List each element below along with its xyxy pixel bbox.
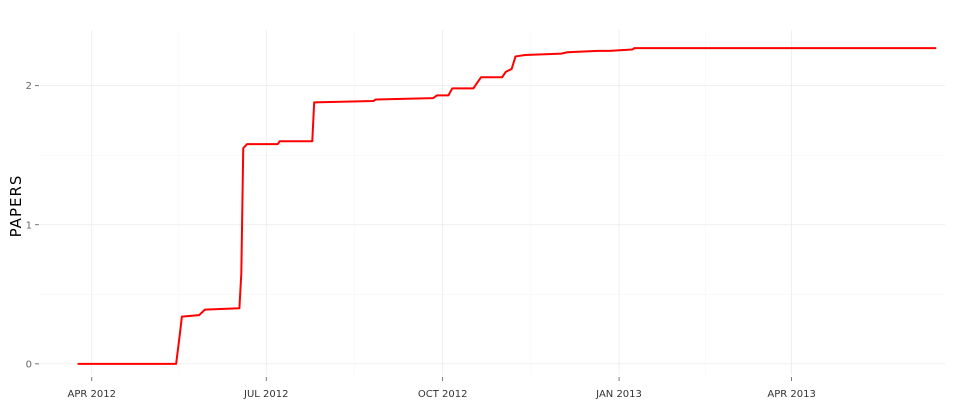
x-tick-label: APR 2012 (68, 389, 116, 400)
grid (40, 30, 945, 375)
series-layer (77, 47, 937, 365)
y-tick-label: 2 (26, 81, 32, 92)
y-tick-label: 0 (26, 359, 32, 370)
series-line (77, 47, 937, 365)
y-tick-label: 1 (26, 220, 32, 231)
x-tick-label: OCT 2012 (418, 389, 468, 400)
x-tick-label: JUL 2012 (243, 389, 288, 400)
y-axis-title: PAPERS (7, 175, 25, 238)
x-tick-label: JAN 2013 (595, 389, 642, 400)
axes: 0 1 2 APR 2012 JUL 2012 OCT 2012 JAN 2013 APR 2… (26, 81, 816, 400)
x-tick-label: APR 2013 (767, 389, 815, 400)
